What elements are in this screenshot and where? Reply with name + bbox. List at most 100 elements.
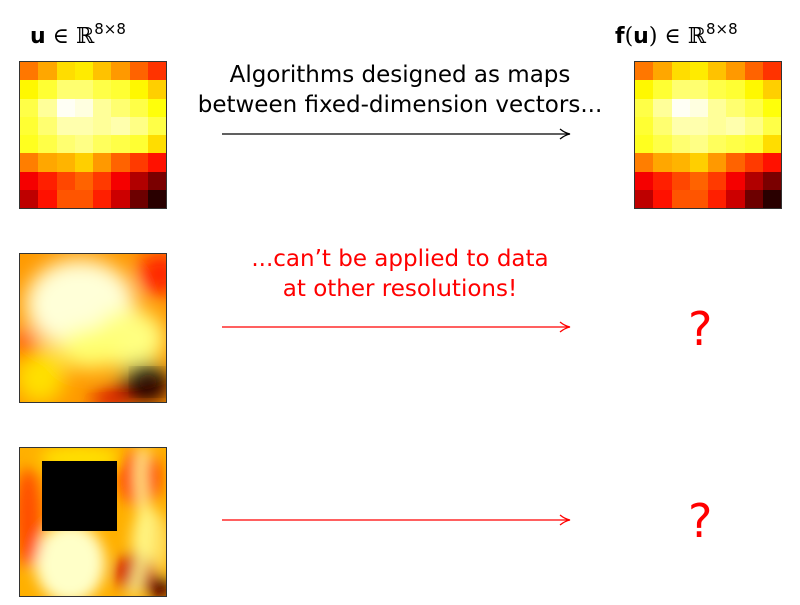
heatmap-cell xyxy=(56,116,75,135)
heatmap-cell xyxy=(689,62,708,81)
heatmap-cell xyxy=(111,189,130,208)
heatmap-cell xyxy=(111,171,130,190)
heatmap-cell xyxy=(635,98,654,117)
heatmap-cell xyxy=(38,153,57,172)
caption-line: Algorithms designed as maps xyxy=(229,62,571,88)
heatmap-cell xyxy=(56,189,75,208)
heatmap-cell xyxy=(74,80,93,99)
heatmap-cell xyxy=(689,116,708,135)
heatmap-cell xyxy=(708,189,727,208)
heatmap-cell xyxy=(671,62,690,81)
heatmap-cell xyxy=(20,171,39,190)
heatmap-cell xyxy=(93,62,112,81)
continuous-field-image xyxy=(19,253,167,403)
heatmap-cell xyxy=(129,189,148,208)
heatmap-cell xyxy=(653,171,672,190)
output-label: f(u) ∈ ℝ8×8 xyxy=(615,22,738,48)
heatmap-cell xyxy=(56,135,75,154)
heatmap-cell xyxy=(129,135,148,154)
heatmap-cell xyxy=(56,153,75,172)
output-function-symbol: f xyxy=(615,24,625,49)
heatmap-cell xyxy=(129,62,148,81)
heatmap-cell xyxy=(93,98,112,117)
heatmap-cell xyxy=(762,80,781,99)
heatmap-cell xyxy=(708,62,727,81)
heatmap-cell xyxy=(744,189,763,208)
heatmap-cell xyxy=(671,80,690,99)
heatmap-cell xyxy=(653,153,672,172)
heatmap-cell xyxy=(111,98,130,117)
heatmap-cell xyxy=(74,62,93,81)
input-dimension: 8×8 xyxy=(94,20,126,38)
heatmap-cell xyxy=(762,62,781,81)
heatmap-cell xyxy=(111,116,130,135)
masked-field-image xyxy=(19,447,167,597)
heatmap-cell xyxy=(635,189,654,208)
heatmap-cell xyxy=(38,171,57,190)
heatmap-cell xyxy=(93,135,112,154)
heatmap-cell xyxy=(129,171,148,190)
heatmap-cell xyxy=(653,189,672,208)
input-label: u ∈ ℝ8×8 xyxy=(30,22,126,48)
heatmap-cell xyxy=(20,135,39,154)
heatmap-cell xyxy=(708,116,727,135)
heatmap-cell xyxy=(74,135,93,154)
heatmap-cell xyxy=(744,116,763,135)
input-symbol: u xyxy=(30,24,46,49)
heatmap-cell xyxy=(93,189,112,208)
heatmap-cell xyxy=(147,135,166,154)
heatmap-cell xyxy=(726,98,745,117)
heatmap-cell xyxy=(147,171,166,190)
heatmap-cell xyxy=(38,80,57,99)
heatmap-cell xyxy=(20,62,39,81)
heatmap-cell xyxy=(671,98,690,117)
heatmap-cell xyxy=(726,171,745,190)
heatmap-cell xyxy=(74,153,93,172)
heatmap-cell xyxy=(762,171,781,190)
heatmap-cell xyxy=(20,153,39,172)
heatmap-cell xyxy=(38,116,57,135)
heatmap-cell xyxy=(671,189,690,208)
heatmap-cell xyxy=(38,135,57,154)
heatmap-cell xyxy=(726,189,745,208)
heatmap-cell xyxy=(689,153,708,172)
heatmap-cell xyxy=(129,116,148,135)
heatmap-cell xyxy=(762,116,781,135)
heatmap-cell xyxy=(635,80,654,99)
heatmap-cell xyxy=(689,80,708,99)
heatmap-cell xyxy=(111,153,130,172)
heatmap-cell xyxy=(744,171,763,190)
heatmap-cell xyxy=(129,153,148,172)
heatmap-cell xyxy=(671,153,690,172)
caption-line: at other resolutions! xyxy=(282,276,518,302)
caption-line: ...can’t be applied to data xyxy=(251,246,549,272)
heatmap-cell xyxy=(635,153,654,172)
heatmap-cell xyxy=(689,98,708,117)
output-heatmap-8x8 xyxy=(634,61,782,209)
heatmap-cell xyxy=(38,189,57,208)
heatmap-cell xyxy=(744,135,763,154)
heatmap-cell xyxy=(147,98,166,117)
heatmap-cell xyxy=(635,116,654,135)
heatmap-cell xyxy=(20,98,39,117)
heatmap-cell xyxy=(726,135,745,154)
heatmap-cell xyxy=(671,116,690,135)
heatmap-cell xyxy=(653,135,672,154)
heatmap-cell xyxy=(74,189,93,208)
heatmap-cell xyxy=(726,62,745,81)
heatmap-cell xyxy=(38,62,57,81)
unknown-output-mark: ? xyxy=(688,494,713,548)
heatmap-cell xyxy=(726,153,745,172)
map-arrow xyxy=(222,128,571,140)
heatmap-cell xyxy=(20,116,39,135)
heatmap-cell xyxy=(762,135,781,154)
caption-other-resolutions: ...can’t be applied to data at other res… xyxy=(180,244,620,304)
heatmap-cell xyxy=(744,98,763,117)
heatmap-cell xyxy=(93,116,112,135)
heatmap-cell xyxy=(653,98,672,117)
heatmap-cell xyxy=(762,153,781,172)
heatmap-cell xyxy=(744,62,763,81)
heatmap-cell xyxy=(744,153,763,172)
heatmap-cell xyxy=(653,62,672,81)
heatmap-cell xyxy=(653,116,672,135)
